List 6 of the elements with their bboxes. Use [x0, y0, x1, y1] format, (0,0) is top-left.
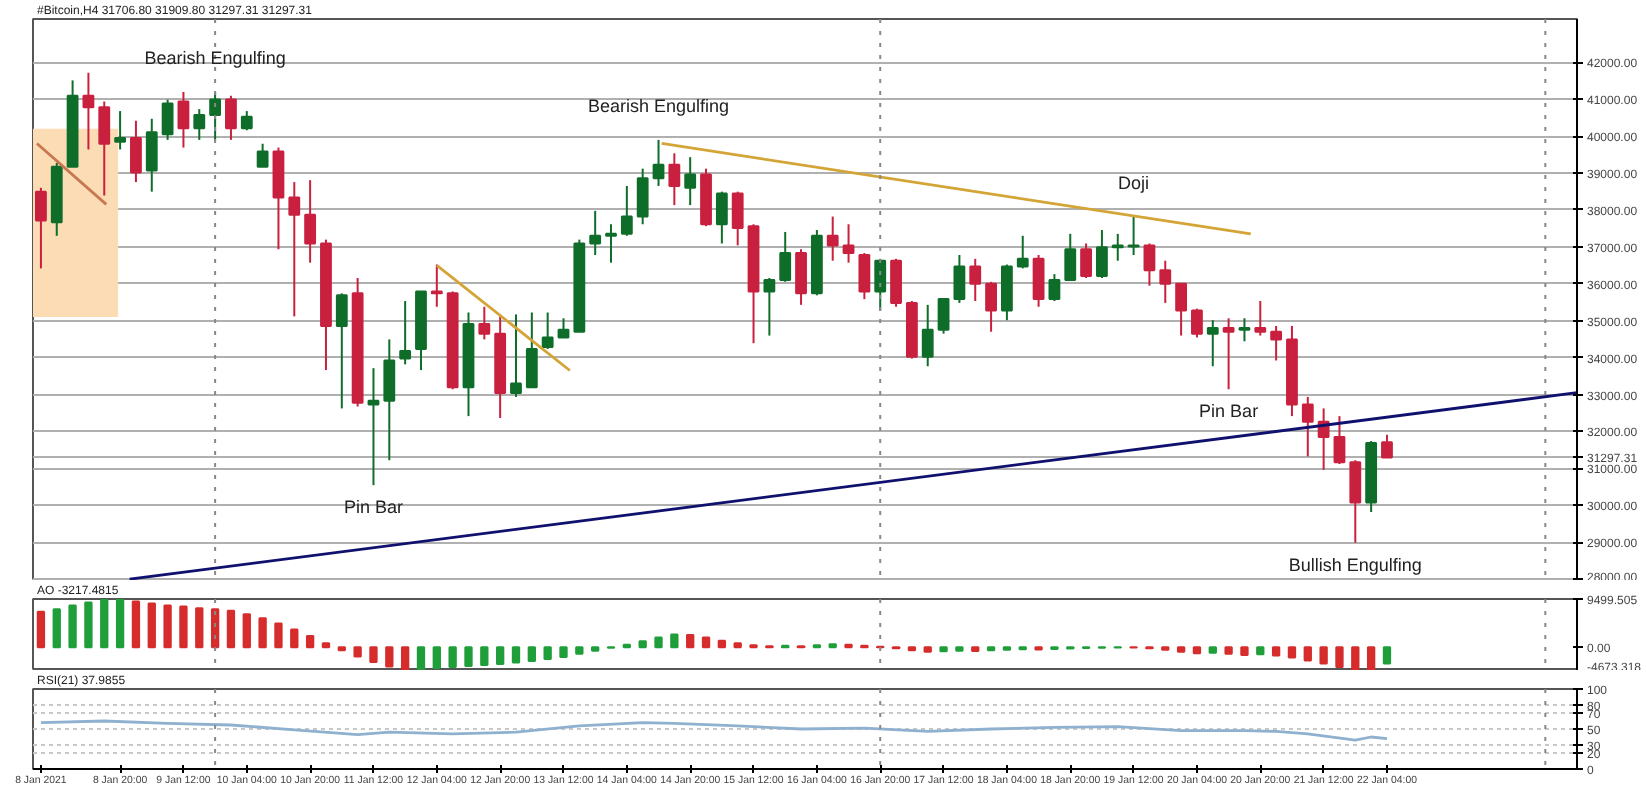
annotation: Bearish Engulfing [144, 47, 286, 68]
annotation: Pin Bar [1199, 401, 1259, 422]
annotation: Bearish Engulfing [587, 95, 730, 116]
annotation: Pin Bar [343, 497, 403, 518]
annotation: Bullish Engulfing [1288, 554, 1422, 575]
annotation: Doji [1118, 172, 1150, 193]
